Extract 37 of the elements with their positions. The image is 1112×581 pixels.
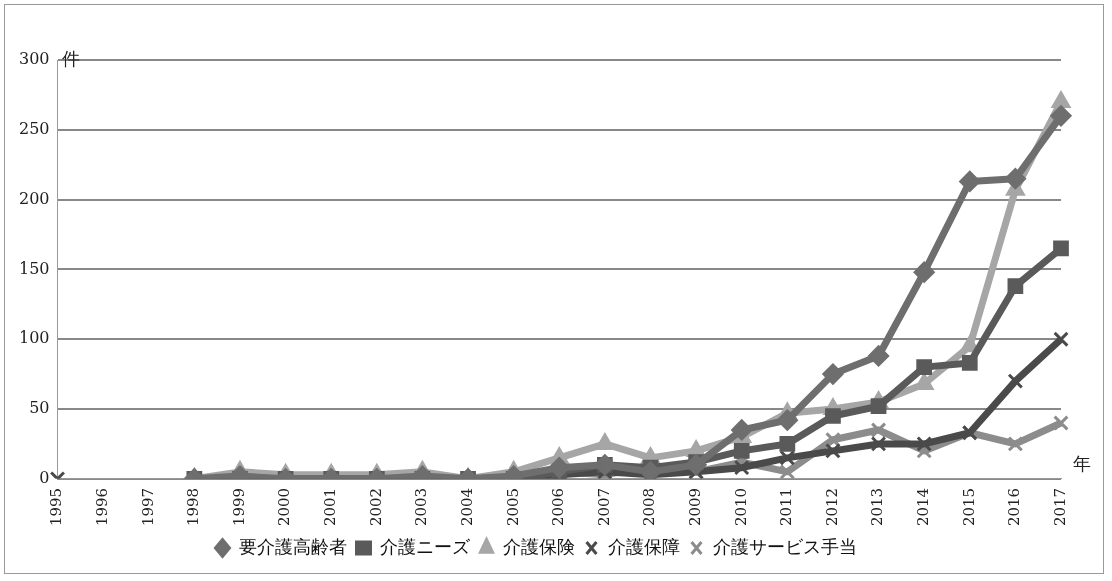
x-tick-label: 2004 [457, 487, 476, 527]
x-tick-label: 2017 [1050, 487, 1069, 527]
x-tick-label: 1998 [184, 487, 203, 527]
x-tick-label: 2010 [731, 487, 750, 527]
x-tick-label: 2006 [549, 487, 568, 527]
x-tick-label: 2005 [503, 487, 522, 527]
x-tick-label: 2000 [275, 487, 294, 527]
y-tick-label: 50 [29, 398, 50, 418]
x-tick-label: 2001 [321, 487, 340, 527]
x-tick-label: 2016 [1005, 487, 1024, 527]
x-tick-label: 1999 [229, 487, 248, 527]
x-tick-label: 2014 [914, 487, 933, 527]
y-tick-label: 100 [18, 328, 50, 348]
x-tick-label: 2002 [366, 487, 385, 527]
legend-label: 介護保障 [607, 535, 680, 557]
legend-label: 要介護高齢者 [238, 535, 347, 557]
x-tick-label: 2003 [412, 487, 431, 527]
legend-label: 介護サービス手当 [712, 535, 857, 557]
y-tick-label: 0 [39, 467, 50, 487]
y-tick-label: 300 [18, 49, 50, 69]
x-tick-label: 2012 [822, 487, 841, 527]
x-tick-label: 2009 [686, 487, 704, 527]
x-tick-label: 1997 [138, 487, 157, 527]
x-tick-label: 2015 [959, 487, 978, 527]
x-tick-label: 1995 [47, 487, 66, 527]
x-tick-label: 2007 [594, 487, 613, 527]
x-tick-label: 2008 [640, 487, 659, 527]
legend-label: 介護ニーズ [379, 535, 471, 557]
y-axis-title: 件 [61, 47, 80, 69]
y-tick-label: 200 [18, 188, 50, 208]
x-tick-label: 2011 [777, 487, 796, 527]
y-tick-label: 250 [18, 118, 50, 138]
legend-label: 介護保険 [502, 535, 575, 557]
x-tick-label: 1996 [93, 487, 112, 527]
x-axis-title: 年 [1073, 453, 1091, 475]
x-tick-label: 2013 [868, 487, 887, 527]
y-tick-label: 150 [18, 258, 50, 278]
